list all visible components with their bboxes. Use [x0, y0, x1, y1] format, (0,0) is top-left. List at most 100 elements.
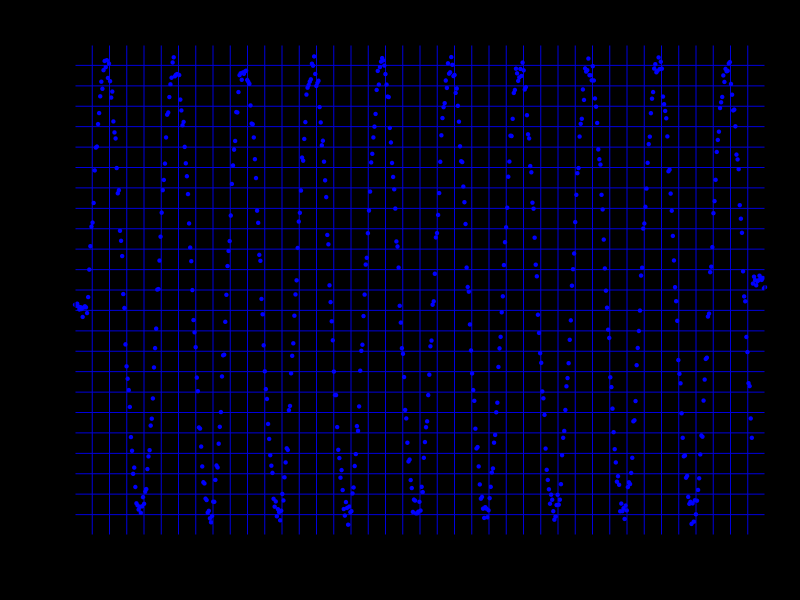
- data-point: [347, 504, 351, 508]
- data-point: [535, 274, 539, 278]
- data-point: [381, 58, 385, 62]
- data-point: [158, 234, 162, 238]
- data-point: [191, 318, 195, 322]
- data-point: [540, 389, 544, 393]
- data-point: [599, 193, 603, 197]
- data-point: [210, 514, 214, 518]
- data-point: [353, 464, 357, 468]
- data-point: [710, 245, 714, 249]
- data-point: [676, 358, 680, 362]
- data-point: [286, 448, 290, 452]
- y-tick-label: 360: [45, 283, 65, 297]
- data-point: [514, 66, 518, 70]
- data-point: [377, 82, 381, 86]
- data-point: [146, 454, 150, 458]
- data-point: [270, 471, 274, 475]
- data-point: [281, 498, 285, 502]
- data-point: [653, 62, 657, 66]
- data-point: [441, 105, 445, 109]
- data-point: [663, 109, 667, 113]
- data-point: [280, 492, 284, 496]
- data-point: [93, 168, 97, 172]
- data-point: [413, 498, 417, 502]
- data-point: [462, 200, 466, 204]
- data-point: [490, 470, 494, 474]
- data-point: [118, 229, 122, 233]
- data-point: [157, 258, 161, 262]
- data-point: [394, 239, 398, 243]
- data-point: [610, 406, 614, 410]
- data-point: [609, 385, 613, 389]
- data-point: [202, 481, 206, 485]
- data-point: [691, 520, 695, 524]
- data-point: [673, 285, 677, 289]
- data-point: [317, 105, 321, 109]
- data-point: [470, 371, 474, 375]
- chart-container: 1960.01960.21960.41960.61960.81961.03003…: [0, 0, 800, 600]
- y-tick-label: 320: [45, 446, 65, 460]
- data-point: [99, 79, 103, 83]
- data-point: [739, 217, 743, 221]
- data-point: [558, 497, 562, 501]
- data-point: [293, 292, 297, 296]
- data-point: [713, 178, 717, 182]
- data-point: [743, 299, 747, 303]
- data-point: [236, 90, 240, 94]
- data-point: [573, 220, 577, 224]
- data-point: [528, 164, 532, 168]
- x-tick-label: 1960.2: [195, 544, 232, 558]
- data-point: [230, 182, 234, 186]
- data-point: [144, 487, 148, 491]
- data-point: [329, 319, 333, 323]
- data-point: [177, 73, 181, 77]
- data-point: [729, 82, 733, 86]
- data-point: [450, 63, 454, 67]
- data-point: [100, 87, 104, 91]
- data-point: [539, 361, 543, 365]
- data-point: [123, 342, 127, 346]
- data-point: [110, 89, 114, 93]
- data-point: [390, 161, 394, 165]
- data-point: [86, 295, 90, 299]
- data-point: [432, 299, 436, 303]
- data-point: [637, 329, 641, 333]
- data-point: [95, 144, 99, 148]
- data-point: [579, 122, 583, 126]
- data-point: [434, 235, 438, 239]
- data-point: [255, 208, 259, 212]
- data-point: [360, 343, 364, 347]
- data-point: [568, 338, 572, 342]
- data-point: [289, 371, 293, 375]
- data-point: [294, 278, 298, 282]
- data-point: [288, 404, 292, 408]
- data-point: [141, 495, 145, 499]
- data-point: [299, 188, 303, 192]
- data-point: [215, 465, 219, 469]
- data-point: [178, 97, 182, 101]
- data-point: [638, 308, 642, 312]
- data-point: [404, 416, 408, 420]
- data-point: [732, 107, 736, 111]
- data-point: [543, 446, 547, 450]
- data-point: [199, 444, 203, 448]
- data-point: [417, 500, 421, 504]
- data-point: [571, 267, 575, 271]
- data-point: [107, 61, 111, 65]
- data-point: [179, 108, 183, 112]
- data-point: [389, 140, 393, 144]
- data-point: [80, 315, 84, 319]
- data-point: [505, 205, 509, 209]
- data-point: [355, 424, 359, 428]
- oscillation-chart: 1960.01960.21960.41960.61960.81961.03003…: [0, 0, 800, 600]
- data-point: [486, 508, 490, 512]
- data-point: [705, 355, 709, 359]
- data-point: [332, 369, 336, 373]
- data-point: [707, 311, 711, 315]
- data-point: [594, 104, 598, 108]
- data-point: [365, 256, 369, 260]
- data-point: [357, 404, 361, 408]
- x-axis-label: Time: [405, 562, 436, 578]
- data-point: [233, 139, 237, 143]
- data-point: [496, 365, 500, 369]
- data-point: [429, 338, 433, 342]
